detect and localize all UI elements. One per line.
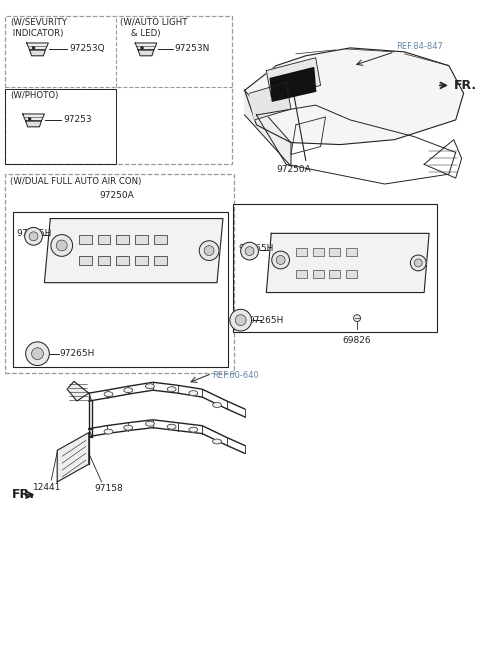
Circle shape <box>235 314 246 326</box>
Text: REF.60-640: REF.60-640 <box>212 371 259 381</box>
Polygon shape <box>57 432 89 482</box>
Circle shape <box>354 314 360 322</box>
Ellipse shape <box>104 429 113 434</box>
Text: 97253: 97253 <box>63 115 92 124</box>
Circle shape <box>25 342 49 365</box>
Text: 97265H: 97265H <box>17 229 52 238</box>
Text: FR.: FR. <box>12 489 35 501</box>
Ellipse shape <box>145 421 155 426</box>
Bar <box>116 256 129 265</box>
Circle shape <box>276 256 285 264</box>
Circle shape <box>32 348 43 359</box>
Bar <box>312 248 324 256</box>
Ellipse shape <box>213 402 221 407</box>
Bar <box>13 212 228 367</box>
Ellipse shape <box>213 439 221 444</box>
Ellipse shape <box>167 387 176 392</box>
Text: 97250A: 97250A <box>276 166 312 174</box>
Polygon shape <box>25 121 41 127</box>
Circle shape <box>51 234 72 256</box>
Polygon shape <box>135 43 157 50</box>
Bar <box>329 269 340 277</box>
Text: 97265H: 97265H <box>249 316 284 324</box>
Polygon shape <box>245 48 464 144</box>
Text: 97250A: 97250A <box>99 191 134 200</box>
Polygon shape <box>67 381 89 401</box>
Circle shape <box>199 241 219 260</box>
Bar <box>233 204 437 332</box>
Circle shape <box>272 251 289 269</box>
Polygon shape <box>30 50 46 56</box>
Text: 97253N: 97253N <box>175 44 210 54</box>
Circle shape <box>24 228 42 245</box>
Bar <box>296 269 307 277</box>
Text: REF.84-847: REF.84-847 <box>396 42 444 51</box>
Circle shape <box>414 259 422 267</box>
Text: 97265H: 97265H <box>59 349 95 358</box>
Bar <box>97 256 110 265</box>
Bar <box>135 234 148 244</box>
Polygon shape <box>266 233 429 293</box>
Polygon shape <box>250 83 291 120</box>
Polygon shape <box>138 50 154 56</box>
Circle shape <box>410 255 426 271</box>
Text: 12441: 12441 <box>33 483 61 492</box>
Text: (W/AUTO LIGHT
    & LED): (W/AUTO LIGHT & LED) <box>120 19 188 38</box>
Text: FR.: FR. <box>454 79 477 92</box>
Text: (W/PHOTO): (W/PHOTO) <box>10 91 58 101</box>
Ellipse shape <box>124 425 132 430</box>
Bar <box>296 248 307 256</box>
Polygon shape <box>245 90 291 166</box>
Bar <box>97 234 110 244</box>
Circle shape <box>32 46 35 50</box>
Circle shape <box>141 46 144 50</box>
Circle shape <box>56 240 67 251</box>
Bar <box>154 256 167 265</box>
Circle shape <box>230 309 252 331</box>
Ellipse shape <box>189 427 198 432</box>
Circle shape <box>245 247 254 256</box>
Bar <box>346 269 357 277</box>
Polygon shape <box>23 114 44 121</box>
Circle shape <box>28 117 31 120</box>
Circle shape <box>204 246 214 256</box>
Circle shape <box>29 232 38 241</box>
Polygon shape <box>44 218 223 283</box>
Bar <box>154 234 167 244</box>
Bar <box>135 256 148 265</box>
Text: 97265H: 97265H <box>239 244 274 253</box>
Text: 97253Q: 97253Q <box>69 44 105 54</box>
Ellipse shape <box>124 388 132 393</box>
Ellipse shape <box>104 392 113 397</box>
Bar <box>5 17 232 164</box>
Bar <box>79 256 92 265</box>
Ellipse shape <box>167 424 176 429</box>
Text: 97158: 97158 <box>94 484 123 493</box>
Bar <box>5 89 116 164</box>
Ellipse shape <box>189 391 198 396</box>
Text: (W/DUAL FULL AUTO AIR CON): (W/DUAL FULL AUTO AIR CON) <box>10 177 141 186</box>
Text: (W/SEVURITY
 INDICATOR): (W/SEVURITY INDICATOR) <box>10 19 67 38</box>
Polygon shape <box>266 58 321 97</box>
Bar <box>312 269 324 277</box>
Bar <box>346 248 357 256</box>
Bar <box>116 234 129 244</box>
Ellipse shape <box>145 384 155 389</box>
Bar <box>79 234 92 244</box>
Polygon shape <box>26 43 48 50</box>
Bar <box>5 174 234 373</box>
Polygon shape <box>270 68 316 101</box>
Circle shape <box>240 242 258 260</box>
Bar <box>329 248 340 256</box>
Text: 69826: 69826 <box>343 336 372 345</box>
